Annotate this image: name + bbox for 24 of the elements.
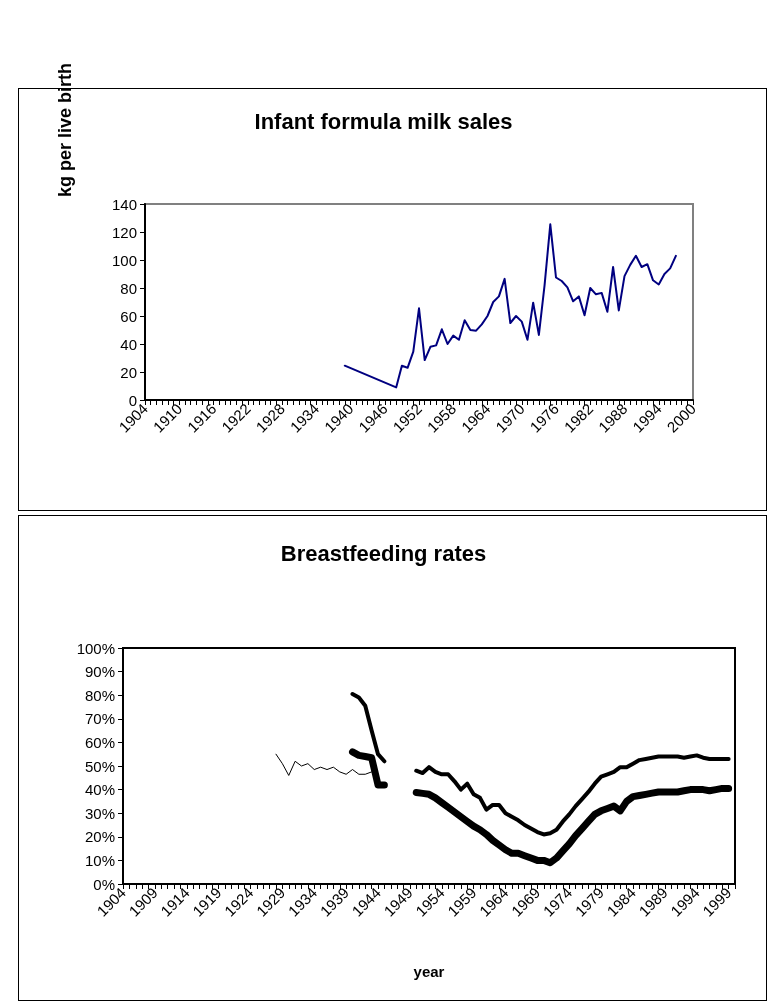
y-axis-title: kg per live birth	[55, 62, 75, 197]
y-tick-label: 120	[111, 223, 137, 241]
y-tick-label: 100	[111, 251, 137, 269]
y-tick-label: 10%	[84, 851, 115, 869]
y-tick-label: 60%	[84, 733, 115, 751]
y-tick-label: 40	[120, 335, 137, 353]
y-tick-label: 70%	[84, 710, 115, 728]
line-series	[343, 223, 677, 389]
y-tick-label: 100%	[76, 639, 115, 657]
y-tick-label: 30%	[84, 804, 115, 822]
chart-title: Breastfeeding rates	[280, 540, 487, 566]
y-tick-label: 50%	[84, 757, 115, 775]
x-axis-title: year	[413, 963, 445, 980]
y-tick-label: 90%	[84, 663, 115, 681]
y-tick-label: 20	[120, 363, 137, 381]
y-tick-label: 80	[120, 279, 137, 297]
chart-title: Infant formula milk sales	[254, 108, 513, 134]
y-tick-label: 20%	[84, 828, 115, 846]
y-tick-label: 0%	[93, 875, 115, 893]
y-tick-label: 60	[120, 307, 137, 325]
y-tick-label: 40%	[84, 781, 115, 799]
y-tick-label: 0	[128, 391, 137, 409]
y-tick-label: 140	[111, 195, 137, 213]
y-tick-label: 80%	[84, 686, 115, 704]
